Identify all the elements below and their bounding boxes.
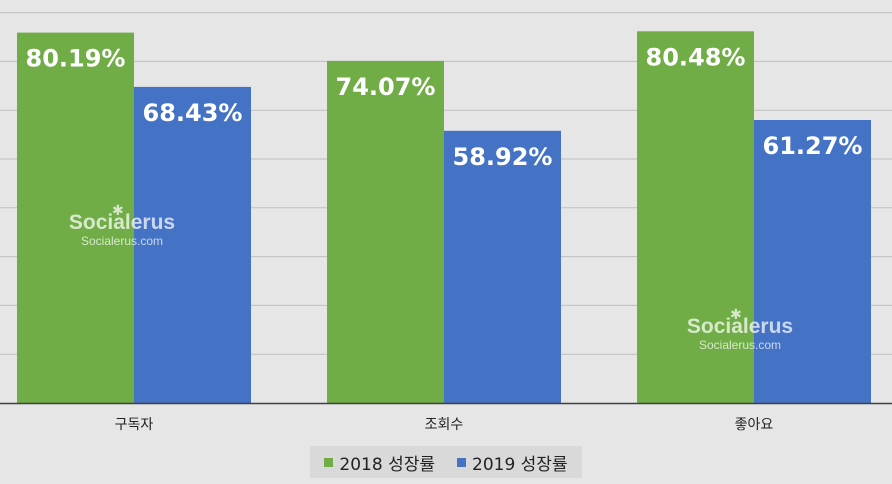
legend-label-2019: 2019 성장률 bbox=[472, 454, 568, 475]
category-labels: 구독자 조회수 좋아요 bbox=[115, 417, 774, 433]
bar bbox=[444, 130, 561, 404]
legend-label-2018: 2018 성장률 bbox=[339, 454, 435, 475]
data-label: 61.27% bbox=[763, 132, 863, 160]
legend-swatch-2019 bbox=[457, 457, 466, 467]
bar bbox=[637, 31, 754, 404]
data-label: 68.43% bbox=[143, 99, 243, 127]
bar bbox=[134, 86, 251, 404]
category-label: 구독자 bbox=[115, 417, 154, 433]
bar bbox=[754, 120, 871, 403]
bars bbox=[17, 31, 871, 404]
category-label: 조회수 bbox=[425, 417, 464, 433]
bar bbox=[17, 32, 134, 403]
category-label: 좋아요 bbox=[735, 417, 774, 433]
data-label: 80.19% bbox=[26, 45, 126, 73]
data-label: 58.92% bbox=[453, 143, 553, 171]
legend-item-2019: 2019 성장률 bbox=[457, 450, 568, 475]
bar bbox=[327, 60, 444, 404]
legend-item-2018: 2018 성장률 bbox=[324, 450, 435, 475]
legend-swatch-2018 bbox=[324, 457, 334, 467]
data-label: 74.07% bbox=[336, 73, 436, 101]
data-label: 80.48% bbox=[646, 43, 746, 71]
legend: 2018 성장률 2019 성장률 bbox=[310, 446, 582, 478]
value-labels: 80.19% 68.43% 74.07% 58.92% 80.48% 61.27% bbox=[26, 43, 863, 171]
